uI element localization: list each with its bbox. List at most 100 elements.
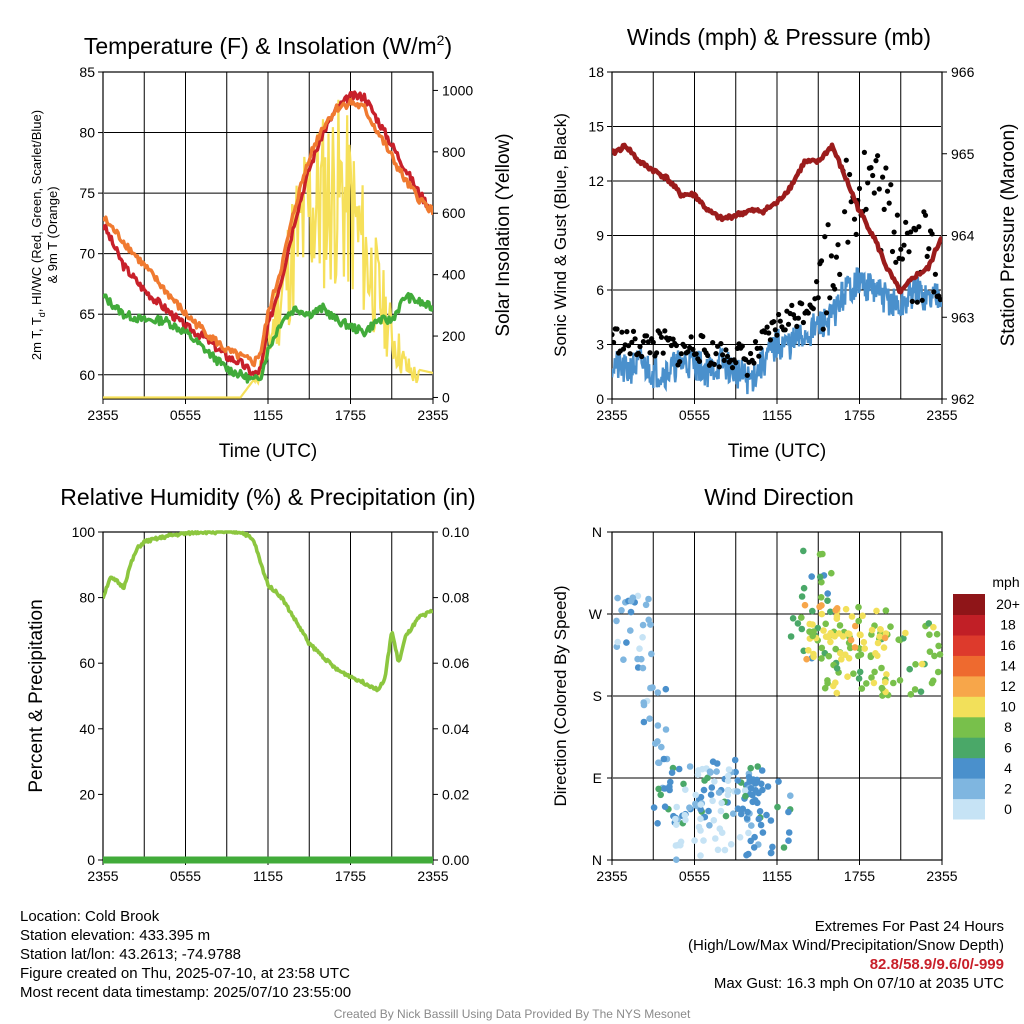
temp-ytick-label: 85: [79, 64, 95, 80]
extremes-legend: (High/Low/Max Wind/Precipitation/Snow De…: [688, 937, 1004, 954]
temp-ytick-label: 80: [79, 125, 95, 141]
direction-point: [747, 764, 754, 772]
speed-colorbar: mph 0 2 4 6 8 10 12 14 16 18 20+: [953, 574, 1020, 820]
insol-y2tick-label: 200: [442, 328, 466, 344]
figure-created: Figure created on Thu, 2025-07-10, at 23…: [20, 965, 350, 982]
rh-ytick-label: 0: [87, 852, 95, 868]
humidity-series: [103, 530, 433, 693]
colorbar-label: 14: [1000, 658, 1016, 674]
direction-point: [721, 846, 729, 854]
temp-xtick-label: 1755: [335, 407, 366, 423]
direction-point: [846, 630, 853, 638]
direction-point: [701, 777, 708, 784]
gust-point: [914, 299, 920, 305]
direction-point: [859, 612, 866, 620]
direction-point: [655, 759, 662, 766]
direction-point: [724, 772, 732, 780]
pressure-ylabel: Station Pressure (Maroon): [998, 124, 1019, 347]
temp-ytick-label: 75: [79, 185, 95, 201]
temp-xtick-label: 0555: [170, 407, 201, 423]
gust-point: [845, 239, 851, 245]
direction-point: [926, 631, 933, 638]
gust-point: [926, 246, 932, 252]
precip-y2tick-label: 0.02: [442, 786, 469, 802]
gust-point: [828, 253, 835, 259]
gust-point: [898, 246, 904, 252]
direction-point: [706, 768, 714, 775]
gust-point: [810, 306, 816, 312]
gust-point: [875, 153, 881, 159]
direction-point: [661, 803, 669, 810]
direction-point: [794, 620, 802, 627]
station-elevation: Station elevation: 433.395 m: [20, 927, 211, 944]
direction-point: [640, 718, 648, 726]
wind-xtick-label: 1155: [762, 407, 792, 423]
gust-point: [899, 256, 906, 262]
direction-point: [754, 799, 761, 807]
direction-point: [912, 661, 919, 668]
direction-point: [697, 815, 704, 823]
direction-point: [708, 784, 716, 791]
dir-ytick-label: W: [589, 606, 603, 622]
direction-point: [713, 768, 720, 775]
direction-point: [731, 756, 739, 764]
direction-point: [662, 726, 670, 733]
temp-ytick-label: 70: [79, 246, 95, 262]
direction-point: [758, 767, 766, 774]
gust-point: [771, 319, 777, 325]
direction-point: [613, 617, 620, 625]
gust-point: [823, 310, 830, 316]
direction-point: [753, 776, 761, 784]
winds-title: Winds (mph) & Pressure (mb): [627, 24, 931, 50]
insolation-ylabel: Solar Insolation (Yellow): [493, 133, 514, 336]
direction-point: [819, 550, 826, 558]
direction-point: [822, 620, 829, 628]
rh-xtick-label: 2355: [417, 868, 448, 884]
direction-point: [827, 638, 834, 646]
direction-point: [809, 607, 816, 615]
gust-point: [909, 298, 915, 304]
direction-point: [825, 652, 833, 660]
direction-point: [634, 592, 642, 600]
gust-point: [851, 216, 858, 222]
direction-point: [650, 804, 658, 811]
temperature-title: Temperature (F) & Insolation (W/m2): [84, 32, 452, 59]
direction-point: [833, 605, 841, 612]
gust-point: [764, 324, 770, 330]
direction-point: [652, 740, 659, 747]
insol-y2tick-label: 800: [442, 144, 466, 160]
direction-point: [896, 677, 904, 684]
precip-y2tick-label: 0.00: [442, 852, 469, 868]
direction-point: [739, 805, 747, 813]
gust-point: [820, 326, 826, 332]
direction-point: [627, 627, 634, 634]
direction-point: [734, 805, 742, 812]
rh-xtick-label: 2355: [87, 868, 118, 884]
direction-point: [636, 645, 643, 652]
direction-point: [855, 675, 863, 682]
gust-point: [837, 271, 843, 277]
direction-point: [614, 594, 621, 602]
direction-point: [747, 785, 755, 792]
direction-point: [692, 791, 699, 799]
wind-ytick-label: 15: [588, 119, 604, 135]
direction-point: [789, 615, 797, 622]
direction-point: [887, 623, 894, 630]
direction-point: [718, 799, 725, 807]
direction-point: [801, 601, 809, 609]
direction-point: [642, 601, 650, 609]
gust-points: [612, 149, 942, 378]
dir-xtick-label: 1155: [762, 868, 792, 884]
direction-point: [748, 822, 755, 829]
direction-point: [746, 777, 753, 785]
gust-point: [888, 182, 894, 188]
gust-point: [713, 351, 719, 357]
direction-point: [734, 777, 742, 784]
direction-point: [837, 649, 844, 657]
direction-point: [833, 689, 841, 697]
gust-point: [670, 336, 676, 342]
insol-y2tick-label: 1000: [442, 82, 473, 98]
direction-point: [842, 605, 850, 613]
direction-point: [855, 617, 862, 625]
gust-point: [825, 222, 831, 228]
